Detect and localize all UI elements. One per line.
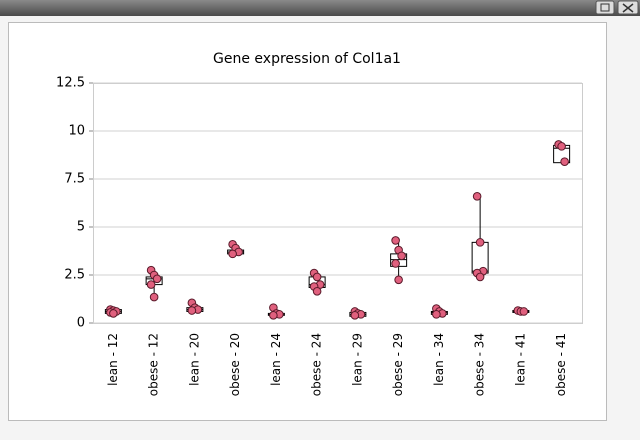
chart-title: Gene expression of Col1a1 [213, 51, 401, 67]
data-point [394, 275, 403, 285]
data-point [397, 251, 406, 261]
data-point [109, 309, 118, 318]
data-point [146, 280, 156, 289]
data-point [519, 307, 529, 316]
y-tick-label: 12.5 [56, 76, 85, 91]
close-icon [622, 3, 634, 13]
data-point [312, 287, 322, 296]
x-tick-label: lean - 20 [187, 333, 201, 386]
data-point [475, 238, 485, 247]
y-tick-label: 10 [68, 124, 85, 139]
x-tick-label: lean - 12 [106, 333, 120, 386]
data-point [350, 311, 360, 320]
data-point [557, 142, 566, 151]
data-point [472, 191, 482, 201]
data-point [228, 249, 237, 259]
plot: 0 2.5 5 7.5 10 12.5 lean - 12 obese - 12 lean - … [56, 76, 582, 396]
data-point [560, 157, 569, 167]
x-tick-label: lean - 41 [513, 333, 527, 386]
restore-button[interactable] [595, 0, 615, 15]
data-point [269, 311, 278, 320]
x-tick-label: obese - 34 [473, 333, 487, 396]
x-tick-label: obese - 24 [310, 333, 324, 396]
y-tick-label: 7.5 [64, 172, 85, 187]
data-point [475, 272, 485, 282]
data-point [312, 272, 322, 282]
data-point [391, 236, 400, 245]
y-tick-label: 5 [77, 220, 85, 235]
y-tick-label: 2.5 [64, 268, 85, 283]
data-point [391, 259, 400, 268]
x-tick-label: obese - 41 [554, 333, 568, 396]
data-point [149, 292, 159, 302]
y-tick-label: 0 [77, 316, 85, 331]
x-tick-label: obese - 12 [147, 333, 161, 396]
x-tick-label: lean - 24 [269, 333, 283, 386]
data-point [152, 274, 162, 284]
plot-area [93, 83, 583, 324]
x-tick-label: obese - 29 [391, 333, 405, 396]
data-point [432, 310, 441, 319]
title-bar [0, 0, 640, 16]
data-point [187, 306, 197, 315]
x-tick-label: lean - 34 [432, 333, 446, 386]
x-tick-label: obese - 20 [228, 333, 242, 396]
restore-icon [600, 3, 610, 12]
x-tick-label: lean - 29 [350, 333, 364, 386]
